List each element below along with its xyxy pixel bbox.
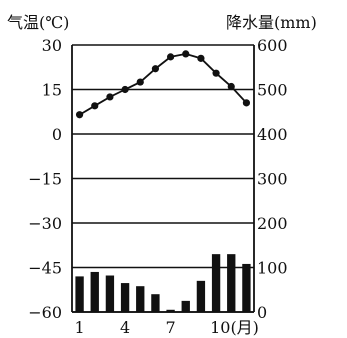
precip-bar bbox=[211, 254, 221, 312]
left-tick-label: −60 bbox=[28, 303, 62, 322]
right-tick-label: 600 bbox=[257, 36, 288, 55]
precip-bar bbox=[242, 263, 251, 312]
month-tick-label: 10(月) bbox=[210, 318, 259, 337]
tick-labels: 30 15 0 −15 −30 −45 −60 600 500 400 300 200 100 0 1 4 7 1… bbox=[28, 36, 287, 337]
left-tick-label: −30 bbox=[28, 214, 62, 233]
precip-bar bbox=[166, 309, 175, 312]
right-tick-label: 0 bbox=[257, 303, 267, 322]
left-tick-label: 15 bbox=[42, 81, 62, 100]
month-tick-label: 4 bbox=[120, 318, 130, 337]
precip-bar bbox=[227, 254, 236, 312]
left-axis-title: 气温(℃) bbox=[7, 13, 69, 32]
precip-bar bbox=[75, 276, 84, 312]
precipitation-bars bbox=[75, 254, 251, 312]
right-tick-label: 300 bbox=[257, 170, 288, 189]
temp-point bbox=[182, 50, 190, 58]
left-tick-label: −15 bbox=[28, 170, 62, 189]
left-tick-label: 30 bbox=[42, 36, 62, 55]
temp-line bbox=[79, 52, 248, 116]
right-tick-label: 500 bbox=[257, 81, 288, 100]
temp-point bbox=[227, 82, 235, 91]
precip-bar bbox=[151, 294, 160, 312]
temp-point bbox=[75, 111, 84, 119]
left-tick-label: 0 bbox=[52, 125, 62, 144]
temp-point bbox=[212, 69, 220, 77]
temp-point bbox=[136, 78, 144, 86]
precip-bar bbox=[196, 280, 206, 312]
right-tick-label: 100 bbox=[257, 259, 288, 278]
precip-bar bbox=[181, 300, 190, 312]
right-axis-title: 降水量(mm) bbox=[226, 13, 317, 32]
temp-point bbox=[91, 102, 99, 110]
axes bbox=[71, 45, 255, 313]
month-tick-label: 7 bbox=[165, 318, 175, 337]
precip-bar bbox=[120, 283, 130, 312]
gridlines bbox=[72, 44, 254, 313]
month-tick-label: 1 bbox=[74, 318, 84, 337]
temp-point bbox=[106, 93, 114, 101]
precip-bar bbox=[136, 286, 145, 312]
temp-point bbox=[197, 54, 205, 62]
right-tick-label: 400 bbox=[257, 125, 288, 144]
right-tick-label: 200 bbox=[257, 214, 288, 233]
temp-point bbox=[121, 85, 129, 94]
temp-point bbox=[242, 99, 251, 107]
precip-bar bbox=[90, 271, 99, 312]
temp-point bbox=[166, 53, 175, 61]
temperature-line bbox=[75, 50, 251, 119]
left-tick-label: −45 bbox=[28, 259, 62, 278]
precip-bar bbox=[105, 275, 115, 312]
temp-point bbox=[151, 65, 160, 73]
